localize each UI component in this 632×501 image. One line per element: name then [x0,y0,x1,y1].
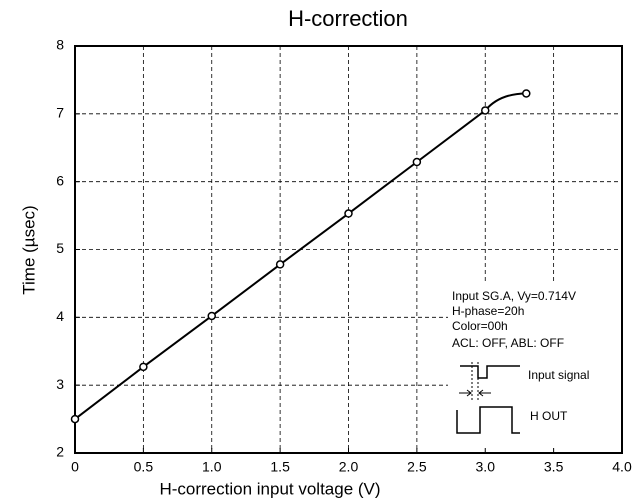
data-point [275,260,285,269]
x-tick-label: 0.5 [134,459,154,475]
y-tick-label: 5 [56,240,64,256]
x-axis-label: H-correction input voltage (V) [159,479,380,498]
annotation: Input SG.A, Vy=0.714V [452,289,576,303]
annotation: H-phase=20h [452,304,524,318]
legend-box [448,284,620,451]
hout-waveform [456,406,520,434]
data-point [344,209,353,218]
x-tick-label: 3.5 [544,459,564,475]
y-tick-label: 4 [56,308,64,324]
x-tick-label: 1.5 [270,459,290,475]
y-tick-label: 8 [56,37,64,53]
data-point [481,106,490,115]
x-tick-label: 1.0 [202,459,222,475]
waveform-label: Input signal [528,368,589,382]
x-tick-label: 2.0 [339,459,359,475]
x-tick-label: 3.0 [476,459,496,475]
y-tick-label: 6 [56,172,64,188]
data-point [207,311,216,321]
waveform-label: H OUT [530,409,568,423]
y-tick-label: 2 [56,444,64,460]
y-axis-label: Time (µsec) [19,205,38,294]
chart-title: H-correction [288,6,408,31]
data-point [70,414,80,424]
annotation: Color=00h [452,319,508,333]
data-point [412,157,422,167]
data-point [139,362,148,372]
input-waveform [460,365,520,379]
x-tick-label: 2.5 [407,459,427,475]
y-tick-label: 7 [56,105,64,121]
x-tick-label: 4.0 [612,459,632,475]
annotation: ACL: OFF, ABL: OFF [452,336,564,350]
annotation-block: Input SG.A, Vy=0.714V H-phase=20h Color=… [452,289,589,434]
arrows [459,389,491,397]
y-tick-label: 3 [56,376,64,392]
x-tick-label: 0 [71,459,79,475]
data-line [74,92,527,420]
data-point [522,89,531,98]
